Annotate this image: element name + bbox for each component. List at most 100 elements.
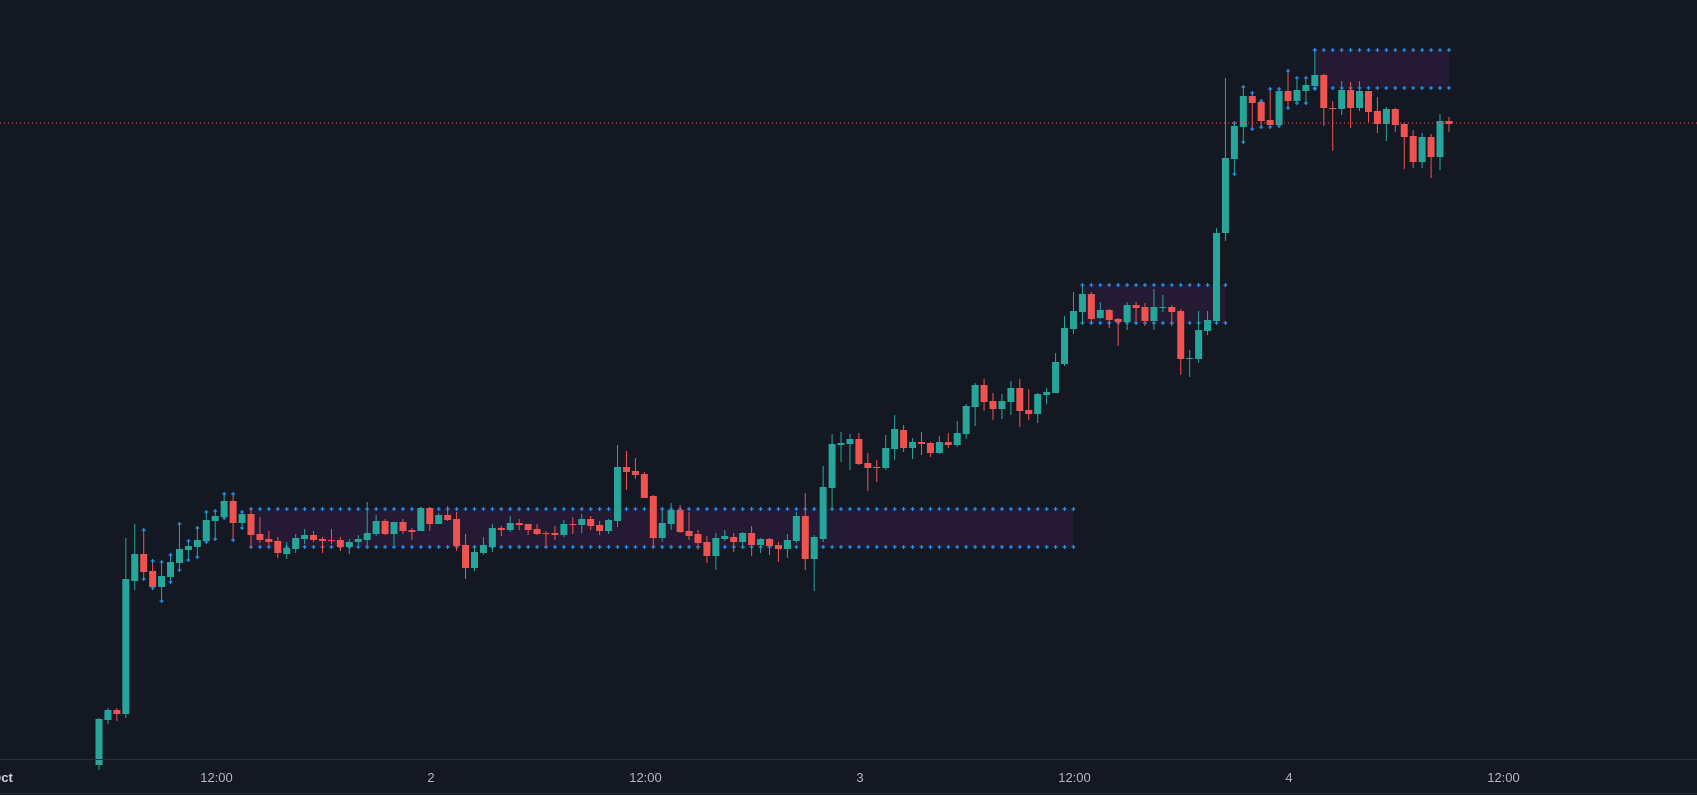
- candle[interactable]: [587, 516, 595, 530]
- candle[interactable]: [1356, 81, 1364, 111]
- candle[interactable]: [1096, 302, 1104, 319]
- candle[interactable]: [1418, 133, 1426, 168]
- candle[interactable]: [1061, 316, 1069, 366]
- candle[interactable]: [1204, 311, 1212, 335]
- candle[interactable]: [131, 524, 139, 590]
- candle[interactable]: [1069, 292, 1077, 334]
- candle[interactable]: [1391, 108, 1399, 132]
- candle[interactable]: [1007, 381, 1015, 415]
- candle[interactable]: [1168, 305, 1176, 326]
- candle[interactable]: [1025, 389, 1033, 420]
- candle[interactable]: [211, 511, 219, 539]
- candle[interactable]: [640, 472, 648, 498]
- candle[interactable]: [757, 538, 765, 553]
- candle[interactable]: [435, 513, 443, 524]
- candle[interactable]: [533, 524, 541, 535]
- candle[interactable]: [801, 493, 809, 570]
- candle[interactable]: [515, 519, 523, 530]
- candle[interactable]: [1186, 350, 1194, 377]
- candle[interactable]: [140, 530, 148, 579]
- candle[interactable]: [1320, 74, 1328, 126]
- time-axis[interactable]: Oct12:00212:00312:00412:00512:00612:0071…: [0, 770, 1697, 785]
- candle[interactable]: [1409, 130, 1417, 168]
- candle[interactable]: [1034, 393, 1042, 423]
- candle[interactable]: [1087, 292, 1095, 324]
- candle[interactable]: [426, 507, 434, 531]
- candle[interactable]: [104, 708, 112, 724]
- candle[interactable]: [345, 539, 353, 554]
- candle[interactable]: [229, 494, 237, 540]
- candle[interactable]: [810, 535, 818, 591]
- candle[interactable]: [149, 561, 157, 588]
- candle[interactable]: [614, 445, 622, 527]
- candle[interactable]: [1338, 81, 1346, 115]
- candle[interactable]: [578, 514, 586, 533]
- candle[interactable]: [703, 536, 711, 563]
- candle[interactable]: [837, 432, 845, 462]
- candle[interactable]: [864, 453, 872, 491]
- candle[interactable]: [1347, 82, 1355, 128]
- candle[interactable]: [1329, 101, 1337, 151]
- candle[interactable]: [748, 526, 756, 556]
- candle[interactable]: [819, 466, 827, 542]
- candle[interactable]: [470, 546, 478, 571]
- candle[interactable]: [542, 531, 550, 547]
- candle[interactable]: [873, 460, 881, 482]
- candle[interactable]: [408, 528, 416, 540]
- candle[interactable]: [247, 509, 255, 548]
- candle[interactable]: [1177, 309, 1185, 375]
- candle[interactable]: [1257, 101, 1265, 127]
- candle[interactable]: [1150, 289, 1158, 330]
- candle[interactable]: [891, 415, 899, 460]
- candle[interactable]: [238, 512, 246, 528]
- candle[interactable]: [828, 434, 836, 510]
- candle[interactable]: [1195, 311, 1203, 363]
- candle[interactable]: [1213, 228, 1220, 323]
- candle[interactable]: [694, 530, 702, 550]
- candle[interactable]: [1382, 107, 1390, 141]
- candle[interactable]: [1141, 303, 1149, 326]
- candle[interactable]: [462, 534, 470, 579]
- candle[interactable]: [122, 538, 130, 718]
- candle[interactable]: [971, 383, 979, 426]
- candle[interactable]: [774, 542, 782, 562]
- candle[interactable]: [524, 524, 532, 535]
- candle[interactable]: [256, 517, 264, 543]
- candle[interactable]: [676, 505, 684, 533]
- candle[interactable]: [917, 432, 925, 455]
- candle[interactable]: [730, 533, 738, 552]
- candle[interactable]: [390, 522, 398, 545]
- candle[interactable]: [712, 533, 720, 570]
- candle[interactable]: [909, 438, 917, 459]
- candle[interactable]: [175, 524, 183, 570]
- candle[interactable]: [622, 451, 630, 490]
- candle[interactable]: [363, 502, 371, 545]
- candle[interactable]: [1016, 379, 1024, 427]
- candle[interactable]: [944, 433, 952, 448]
- candle[interactable]: [1400, 123, 1408, 169]
- candle[interactable]: [274, 537, 282, 558]
- candle[interactable]: [1221, 78, 1229, 241]
- candle[interactable]: [1230, 123, 1238, 174]
- candle[interactable]: [1114, 318, 1122, 346]
- candle[interactable]: [158, 562, 166, 601]
- candle[interactable]: [184, 541, 192, 560]
- candle[interactable]: [855, 433, 863, 465]
- candle[interactable]: [506, 516, 514, 532]
- candle[interactable]: [926, 442, 934, 457]
- candle[interactable]: [202, 512, 210, 542]
- candle[interactable]: [1052, 353, 1060, 393]
- candle[interactable]: [1132, 302, 1140, 321]
- candle[interactable]: [1266, 89, 1274, 127]
- candle[interactable]: [327, 529, 335, 544]
- candle[interactable]: [354, 535, 362, 545]
- candle[interactable]: [1302, 78, 1310, 103]
- candle[interactable]: [1311, 50, 1319, 89]
- candle[interactable]: [953, 421, 961, 447]
- candle[interactable]: [336, 537, 344, 551]
- candle[interactable]: [1043, 388, 1051, 404]
- candle[interactable]: [444, 506, 452, 521]
- candle[interactable]: [453, 512, 461, 551]
- candle[interactable]: [488, 524, 496, 552]
- candle[interactable]: [560, 520, 568, 537]
